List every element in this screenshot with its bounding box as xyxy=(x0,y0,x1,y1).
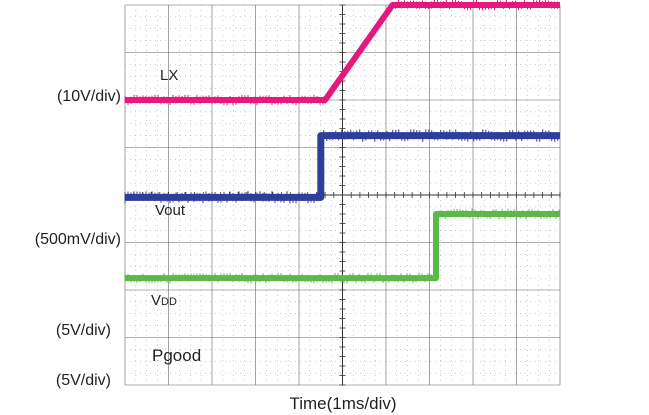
vdd-scale-label: (5V/div) xyxy=(56,322,111,339)
traces xyxy=(124,0,560,284)
pgood-scale-label: (5V/div) xyxy=(56,372,111,389)
vdd-label: VDD xyxy=(151,292,177,309)
x-axis-label: Time(1ms/div) xyxy=(289,394,396,413)
pgood-label: Pgood xyxy=(152,346,201,365)
vout-scale-label: (500mV/div) xyxy=(35,231,121,248)
vdd-label-sub: DD xyxy=(161,296,177,308)
lx-scale-label: (10V/div) xyxy=(57,88,121,105)
vdd-label-main: V xyxy=(151,292,161,309)
vout-label: Vout xyxy=(155,202,186,219)
lx-label: LX xyxy=(160,67,178,84)
